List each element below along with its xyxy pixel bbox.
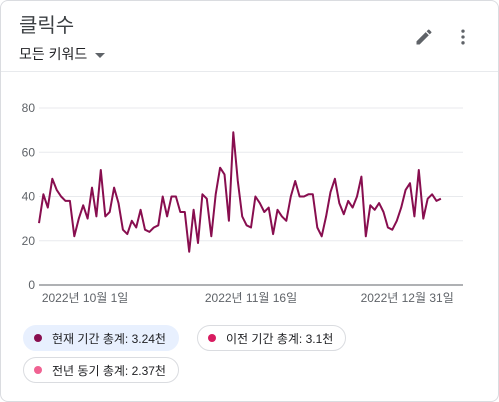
- legend-dot: [34, 366, 42, 374]
- more-vert-icon: [461, 29, 465, 45]
- chevron-down-icon: [95, 52, 106, 58]
- y-tick-label: 80: [22, 101, 36, 115]
- card-title: 클릭수: [19, 15, 75, 37]
- legend-label: 현재 기간 총계: 3.24천: [52, 331, 166, 346]
- y-tick-label: 20: [22, 234, 36, 248]
- y-tick-label: 40: [22, 190, 36, 204]
- legend-chip[interactable]: 이전 기간 총계: 3.1천: [197, 325, 347, 351]
- y-tick-label: 60: [22, 145, 36, 159]
- x-tick-label: 2022년 12월 31일: [361, 291, 454, 305]
- more-options-button[interactable]: [449, 23, 477, 51]
- keyword-filter-label: 모든 키워드: [19, 46, 88, 62]
- clicks-line-chart: 0 20 40 60 80 2022년 10월 1일 2022년 11월 16일 2022년 …: [22, 101, 463, 305]
- legend-chip[interactable]: 현재 기간 총계: 3.24천: [23, 325, 179, 351]
- x-tick-label: 2022년 11월 16일: [205, 291, 297, 305]
- keyword-filter-dropdown[interactable]: 모든 키워드: [19, 43, 106, 65]
- legend-label: 전년 동기 총계: 2.37천: [52, 363, 166, 378]
- edit-button[interactable]: [410, 23, 438, 51]
- x-tick-label: 2022년 10월 1일: [42, 291, 129, 305]
- card-header: 클릭수 모든 키워드: [1, 1, 498, 72]
- pencil-icon: [416, 29, 432, 45]
- y-tick-label: 0: [28, 278, 35, 292]
- legend-dot: [208, 334, 216, 342]
- legend-dot: [34, 334, 42, 342]
- legend-label: 이전 기간 총계: 3.1천: [226, 331, 334, 346]
- series-line-current-period: [38, 131, 442, 253]
- legend-chip[interactable]: 전년 동기 총계: 2.37천: [23, 357, 179, 383]
